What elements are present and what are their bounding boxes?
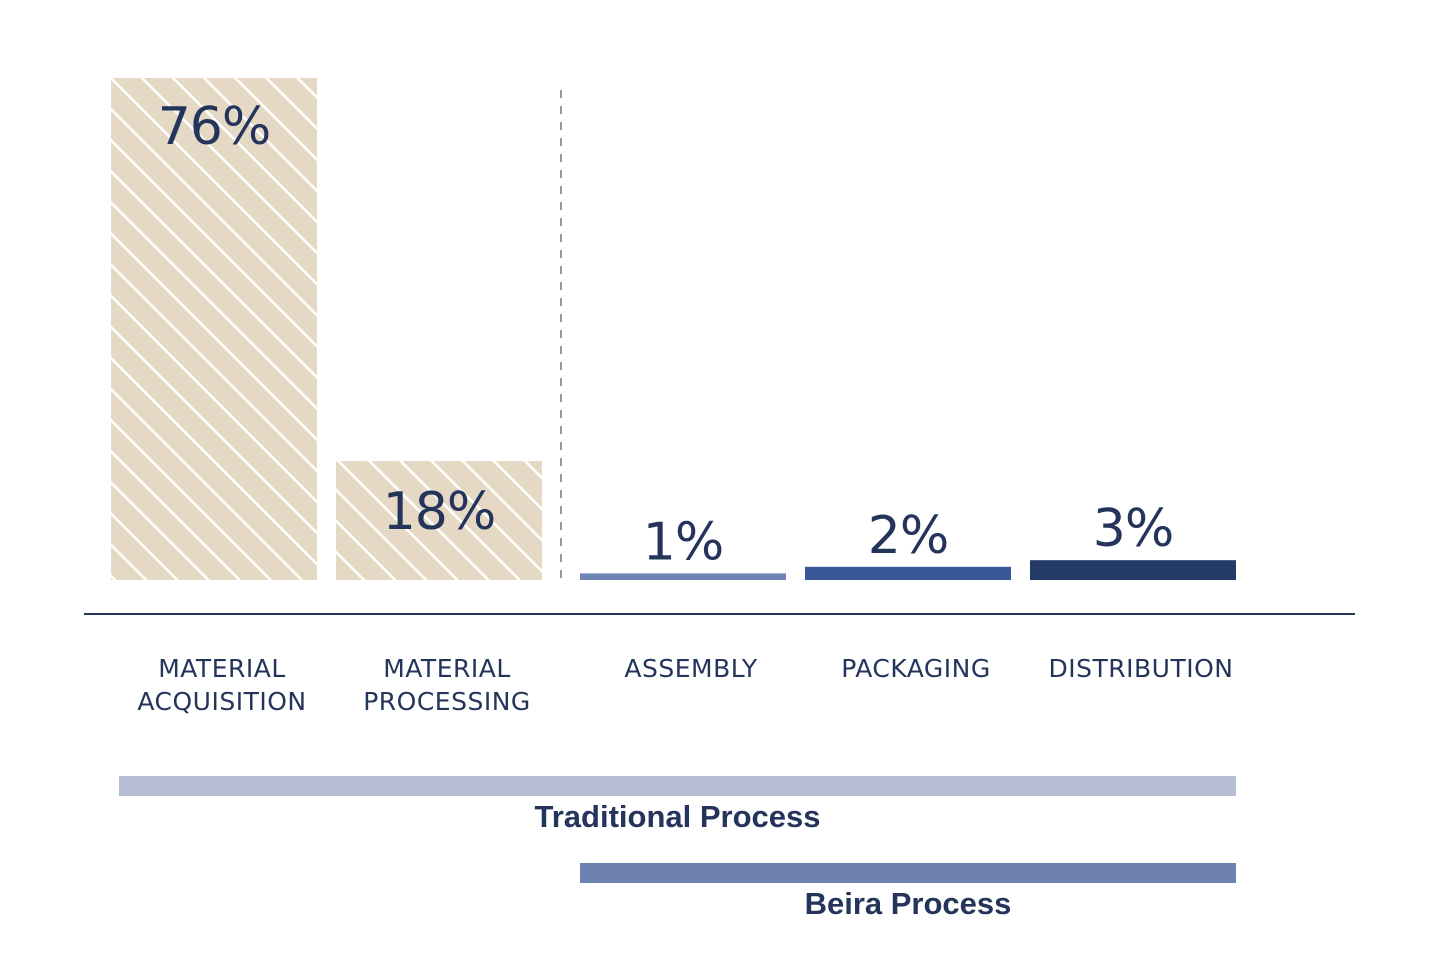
bar-assembly (580, 573, 786, 580)
value-label-distribution: 3% (1093, 499, 1174, 559)
bars (111, 78, 1236, 580)
category-label-material-processing-line1: MATERIAL (383, 654, 511, 683)
bar-distribution (1030, 560, 1236, 580)
bar-material-processing (336, 461, 542, 580)
value-label-material-processing: 18% (383, 482, 496, 542)
category-label-material-processing-line2: PROCESSING (363, 687, 531, 716)
bar-packaging (805, 566, 1011, 580)
bar-material-acquisition (111, 78, 317, 580)
value-label-material-acquisition: 76% (158, 97, 271, 157)
process-ranges: Traditional Process Beira Process (119, 776, 1236, 921)
process-range-bar-beira-process (580, 863, 1236, 883)
category-label-material-acquisition-line2: ACQUISITION (137, 687, 306, 716)
process-range-label-traditional-process: Traditional Process (535, 799, 821, 834)
process-range-label-beira-process: Beira Process (805, 886, 1012, 921)
category-label-distribution: DISTRIBUTION (1049, 654, 1234, 683)
category-label-material-acquisition-line1: MATERIAL (158, 654, 286, 683)
category-label-assembly: ASSEMBLY (624, 654, 757, 683)
value-label-assembly: 1% (643, 512, 724, 572)
category-label-packaging: PACKAGING (841, 654, 991, 683)
process-range-bar-traditional-process (119, 776, 1236, 796)
labels: 76% MATERIAL ACQUISITION 18% MATERIAL PROCESS… (137, 97, 1233, 716)
value-label-packaging: 2% (868, 506, 949, 566)
